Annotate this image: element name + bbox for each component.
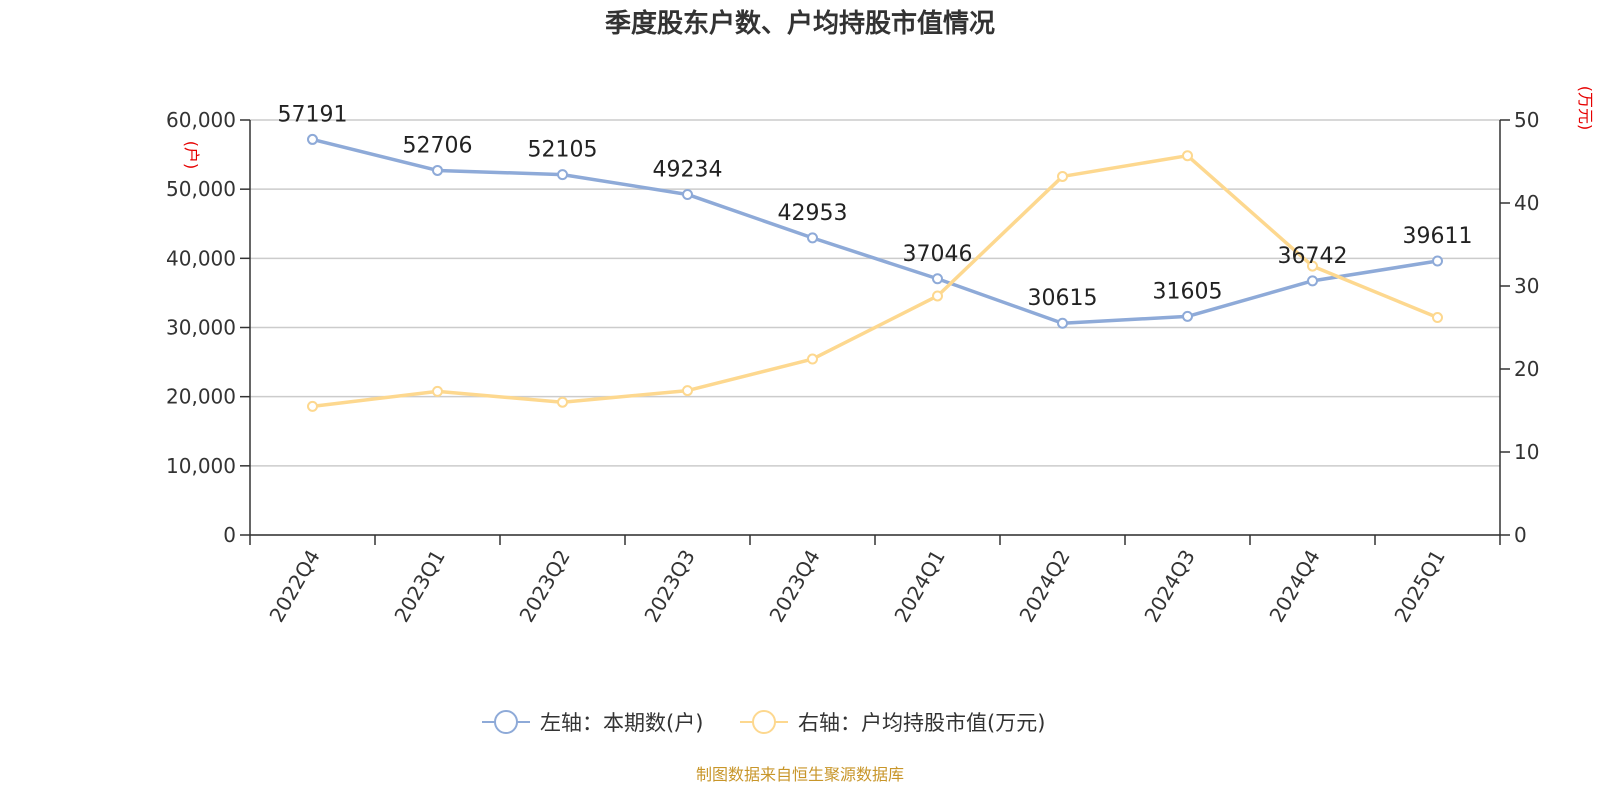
data-labels: 57191 52706 52105 49234 42953 37046 30615 31605… (278, 102, 1473, 311)
y-right-tick-label: 50 (1514, 108, 1539, 132)
x-tick-label: 2024Q1 (889, 546, 949, 627)
data-point (557, 396, 568, 408)
axes: 0 10,000 20,000 30,000 40,000 50,000 60,000 0 10… (166, 86, 1595, 626)
y-right-tick-label: 30 (1514, 274, 1539, 298)
data-point (557, 169, 568, 181)
data-point (1182, 310, 1193, 322)
data-point (932, 290, 943, 302)
x-tick-label: 2024Q4 (1264, 546, 1324, 627)
data-point (682, 188, 693, 200)
data-label: 42953 (778, 201, 848, 226)
series-line-0 (312, 137, 1438, 325)
data-point (1057, 170, 1068, 182)
data-label: 49234 (653, 157, 723, 182)
series-line-1 (312, 153, 1439, 409)
x-tick-label: 2023Q4 (764, 546, 824, 627)
y-left-tick-label: 60,000 (166, 108, 236, 132)
y-right-tick-label: 10 (1514, 440, 1539, 464)
series-layer (307, 133, 1443, 412)
y-right-tick-label: 40 (1514, 191, 1539, 215)
y-left-tick-label: 40,000 (166, 246, 236, 270)
x-tick-label: 2023Q2 (514, 546, 574, 627)
data-label: 39611 (1403, 224, 1473, 249)
data-label: 52105 (528, 138, 598, 163)
data-label: 37046 (903, 242, 973, 267)
y-left-tick-label: 50,000 (166, 177, 236, 201)
legend-marker-0 (494, 710, 518, 734)
data-point (807, 232, 818, 244)
data-point (1432, 255, 1443, 267)
data-point (682, 385, 693, 397)
y-right-unit-label: (万元) (1576, 86, 1595, 131)
data-point (1432, 312, 1443, 324)
data-point (1057, 317, 1068, 329)
data-label: 57191 (278, 102, 348, 127)
data-label: 36742 (1278, 244, 1348, 269)
legend-label-0: 左轴：本期数(户) (540, 711, 703, 735)
chart-title: 季度股东户数、户均持股市值情况 (605, 8, 995, 39)
data-point (307, 133, 318, 145)
legend[interactable]: 左轴：本期数(户) 右轴：户均持股市值(万元) (482, 710, 1045, 735)
data-point (432, 385, 443, 397)
y-left-tick-label: 0 (223, 523, 236, 547)
data-point (807, 353, 818, 365)
x-tick-label: 2022Q4 (264, 546, 324, 627)
data-point (1307, 275, 1318, 287)
y-left-tick-label: 30,000 (166, 316, 236, 340)
x-tick-label: 2023Q1 (389, 546, 449, 627)
y-right-tick-label: 20 (1514, 357, 1539, 381)
data-point (932, 273, 943, 285)
legend-marker-1 (752, 710, 776, 734)
x-tick-label: 2023Q3 (639, 546, 699, 627)
y-left-tick-label: 20,000 (166, 385, 236, 409)
data-point (1307, 260, 1318, 272)
data-label: 52706 (403, 133, 473, 158)
source-note: 制图数据来自恒生聚源数据库 (696, 765, 904, 784)
x-tick-label: 2025Q1 (1389, 546, 1449, 627)
data-point (307, 400, 318, 412)
data-point (432, 164, 443, 176)
data-label: 31605 (1153, 279, 1223, 304)
legend-label-1: 右轴：户均持股市值(万元) (798, 711, 1045, 735)
y-right-tick-label: 0 (1514, 523, 1527, 547)
data-point (1182, 150, 1193, 162)
x-tick-label: 2024Q3 (1139, 546, 1199, 627)
data-label: 30615 (1028, 286, 1098, 311)
y-left-unit-label: (户) (182, 141, 201, 170)
x-tick-label: 2024Q2 (1014, 546, 1074, 627)
y-left-tick-label: 10,000 (166, 454, 236, 478)
